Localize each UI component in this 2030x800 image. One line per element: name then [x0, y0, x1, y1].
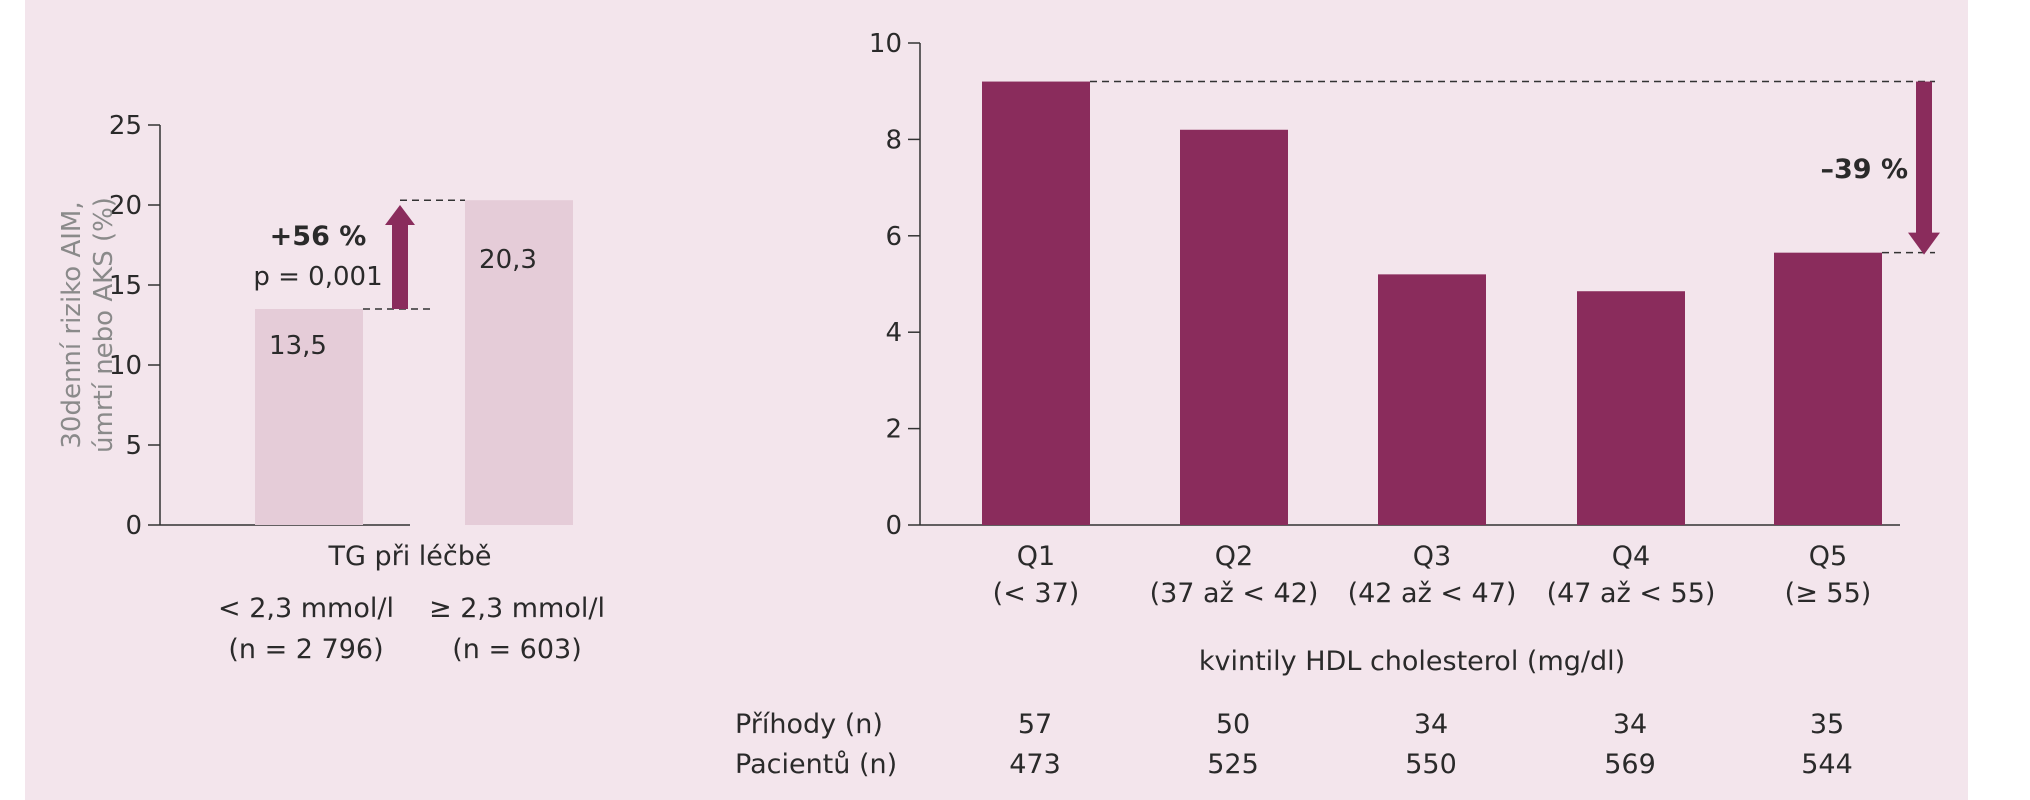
data-label: 20,3	[479, 245, 537, 275]
table-cell: 34	[1414, 709, 1448, 740]
y-tick-label: 25	[109, 111, 142, 141]
bar	[465, 200, 573, 525]
table-cell: 57	[1018, 709, 1052, 740]
up-arrow-icon	[385, 205, 415, 225]
y-axis-label: 30denní riziko AIM,	[57, 201, 87, 448]
y-tick-label: 10	[109, 351, 142, 381]
down-arrow-icon	[1908, 232, 1940, 255]
category-sublabel: (n = 2 796)	[228, 634, 383, 665]
category-sublabel: (< 37)	[993, 578, 1080, 609]
bar	[1180, 129, 1288, 525]
table-row-label: Příhody (n)	[735, 709, 883, 740]
table-cell: 473	[1009, 749, 1061, 780]
category-sublabel: (42 až < 47)	[1348, 578, 1517, 609]
change-annotation: –39 %	[1820, 154, 1908, 185]
y-tick-label: 20	[109, 191, 142, 221]
table-cell: 525	[1207, 749, 1259, 780]
y-tick-label: 5	[125, 431, 142, 461]
bar	[982, 81, 1090, 525]
category-label: Q2	[1215, 541, 1253, 572]
category-sublabel: (47 až < 55)	[1547, 578, 1716, 609]
bar	[1774, 252, 1882, 526]
bar	[1577, 291, 1685, 525]
category-sublabel: (37 až < 42)	[1150, 578, 1319, 609]
p-value-annotation: p = 0,001	[253, 262, 382, 292]
table-row-label: Pacientů (n)	[735, 749, 897, 780]
change-annotation: +56 %	[270, 221, 367, 252]
category-label: < 2,3 mmol/l	[218, 593, 394, 624]
category-sublabel: (≥ 55)	[1785, 578, 1872, 609]
category-label: Q4	[1612, 541, 1650, 572]
y-tick-label: 15	[109, 271, 142, 301]
y-tick-label: 4	[885, 318, 902, 348]
y-tick-label: 2	[885, 415, 902, 445]
y-axis-label: úmrtí nebo AKS (%)	[89, 197, 119, 453]
down-arrow-shaft	[1916, 81, 1932, 235]
category-label: Q5	[1809, 541, 1847, 572]
y-tick-label: 0	[885, 511, 902, 541]
y-tick-label: 8	[885, 125, 902, 155]
y-tick-label: 10	[869, 29, 902, 59]
bar	[1378, 274, 1486, 525]
table-cell: 50	[1216, 709, 1250, 740]
data-label: 13,5	[269, 331, 327, 361]
table-cell: 544	[1801, 749, 1853, 780]
category-label: Q3	[1413, 541, 1451, 572]
bar	[255, 309, 363, 525]
table-cell: 34	[1613, 709, 1647, 740]
y-tick-label: 6	[885, 222, 902, 252]
up-arrow-shaft	[392, 222, 408, 309]
table-cell: 550	[1405, 749, 1457, 780]
category-sublabel: (n = 603)	[452, 634, 582, 665]
table-cell: 569	[1604, 749, 1656, 780]
category-label: ≥ 2,3 mmol/l	[429, 593, 605, 624]
x-axis-label: TG při léčbě	[327, 541, 491, 572]
y-tick-label: 0	[125, 511, 142, 541]
x-axis-label: kvintily HDL cholesterol (mg/dl)	[1199, 646, 1625, 677]
category-label: Q1	[1017, 541, 1055, 572]
table-cell: 35	[1810, 709, 1844, 740]
